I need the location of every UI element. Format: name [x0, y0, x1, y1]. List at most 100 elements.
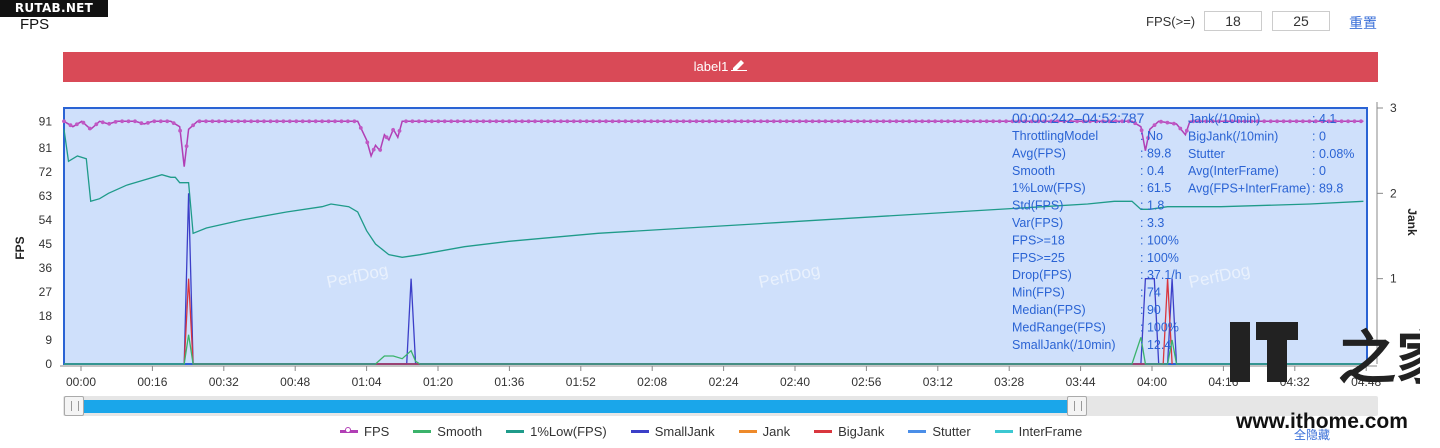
y-axis-label: FPS — [13, 236, 27, 259]
fps-point — [946, 119, 950, 124]
fps-point — [1075, 119, 1079, 124]
fps-point — [87, 126, 92, 131]
legend-label: Jank — [762, 424, 791, 439]
pencil-icon[interactable] — [731, 52, 748, 82]
fps-point — [978, 119, 983, 124]
fps-point — [294, 119, 299, 124]
fps-point — [578, 119, 583, 124]
hide-all-button[interactable]: 全隐藏 — [1294, 428, 1331, 442]
fps-point — [939, 119, 944, 124]
fps-point — [1307, 119, 1312, 124]
fps-point — [971, 119, 976, 124]
fps-point — [907, 119, 912, 124]
legend-item-fps[interactable]: FPS — [340, 424, 389, 439]
legend-swatch — [630, 430, 649, 433]
fps-point — [1126, 119, 1131, 124]
fps-point — [1088, 119, 1092, 124]
stat-key: Stutter — [1188, 147, 1225, 161]
fps-point — [1288, 119, 1292, 124]
fps-point — [1101, 119, 1105, 124]
fps-point — [629, 119, 634, 124]
y-tick-label: 72 — [39, 165, 53, 179]
fps-point — [552, 119, 557, 124]
fps-point — [1249, 119, 1254, 124]
fps-point — [488, 119, 492, 124]
fps-threshold-low-input[interactable] — [1204, 11, 1262, 31]
fps-point — [746, 119, 750, 124]
x-tick-label: 00:00 — [66, 375, 96, 389]
reset-button[interactable]: 重置 — [1349, 15, 1377, 31]
stat-value: : 3.3 — [1140, 216, 1164, 230]
fps-point — [1178, 126, 1183, 131]
time-range-start-handle[interactable] — [64, 396, 84, 416]
legend-swatch — [814, 430, 833, 433]
y-tick-label: 9 — [45, 333, 52, 347]
fps-point — [984, 119, 989, 124]
fps-point — [784, 119, 789, 124]
time-range-selected[interactable] — [74, 400, 1077, 413]
fps-point — [107, 121, 112, 126]
time-range-end-handle[interactable] — [1067, 396, 1087, 416]
fps-point — [365, 140, 370, 145]
fps-point — [384, 135, 389, 140]
page-title: FPS — [20, 16, 50, 33]
fps-point — [1281, 119, 1286, 124]
x-tick-label: 02:40 — [780, 375, 810, 389]
y2-tick-label: 2 — [1390, 186, 1397, 200]
fps-point — [404, 119, 408, 124]
stat-key: Drop(FPS) — [1012, 268, 1072, 282]
stat-value: : 90 — [1140, 303, 1161, 317]
fps-point — [352, 119, 357, 124]
ithome-logo: 之家 — [1230, 322, 1420, 392]
legend-item-1-low-fps-[interactable]: 1%Low(FPS) — [506, 424, 607, 439]
legend-item-smalljank[interactable]: SmallJank — [630, 424, 715, 439]
stat-value: : 0 — [1312, 164, 1326, 178]
series-line-smooth — [64, 334, 1364, 365]
fps-point — [655, 119, 660, 124]
fps-point — [75, 122, 79, 127]
fps-point — [126, 119, 131, 124]
legend-swatch — [738, 430, 757, 433]
fps-point — [1236, 119, 1241, 124]
fps-point — [455, 119, 460, 124]
legend-item-smooth[interactable]: Smooth — [413, 424, 482, 439]
x-tick-label: 02:08 — [637, 375, 667, 389]
label-bar[interactable]: label1 — [63, 52, 1378, 82]
fps-point — [1217, 119, 1221, 124]
legend-item-bigjank[interactable]: BigJank — [814, 424, 884, 439]
fps-point — [694, 119, 699, 124]
selection-region[interactable] — [63, 107, 1368, 365]
fps-point — [62, 119, 66, 124]
stat-key: Smooth — [1012, 164, 1055, 178]
fps-point — [901, 119, 905, 124]
legend-item-interframe[interactable]: InterFrame — [994, 424, 1082, 439]
fps-point — [494, 119, 499, 124]
fps-point — [1094, 119, 1099, 124]
fps-point — [1159, 119, 1163, 124]
fps-point — [197, 119, 202, 124]
stat-value: : 0 — [1312, 129, 1326, 143]
legend-item-jank[interactable]: Jank — [738, 424, 791, 439]
fps-point — [236, 119, 241, 124]
fps-point — [842, 119, 847, 124]
fps-point — [113, 120, 118, 124]
legend-item-stutter[interactable]: Stutter — [908, 424, 971, 439]
logo-jia-text: 之家 — [1338, 324, 1420, 392]
fps-point — [700, 119, 705, 124]
fps-point — [417, 119, 421, 124]
fps-point — [217, 119, 221, 124]
fps-point — [146, 121, 150, 125]
fps-point — [1339, 119, 1344, 124]
stat-value: : 74 — [1140, 286, 1161, 300]
legend-swatch — [413, 430, 432, 433]
x-tick-label: 04:00 — [1137, 375, 1167, 389]
fps-threshold-high-input[interactable] — [1272, 11, 1330, 31]
fps-point — [1146, 136, 1150, 140]
fps-point — [526, 119, 531, 124]
stat-value: : 100% — [1140, 320, 1179, 334]
stat-value: : 37.1/h — [1140, 268, 1182, 282]
legend-label: SmallJank — [654, 424, 715, 439]
fps-point — [449, 119, 454, 124]
stat-key: Avg(InterFrame) — [1188, 164, 1279, 178]
